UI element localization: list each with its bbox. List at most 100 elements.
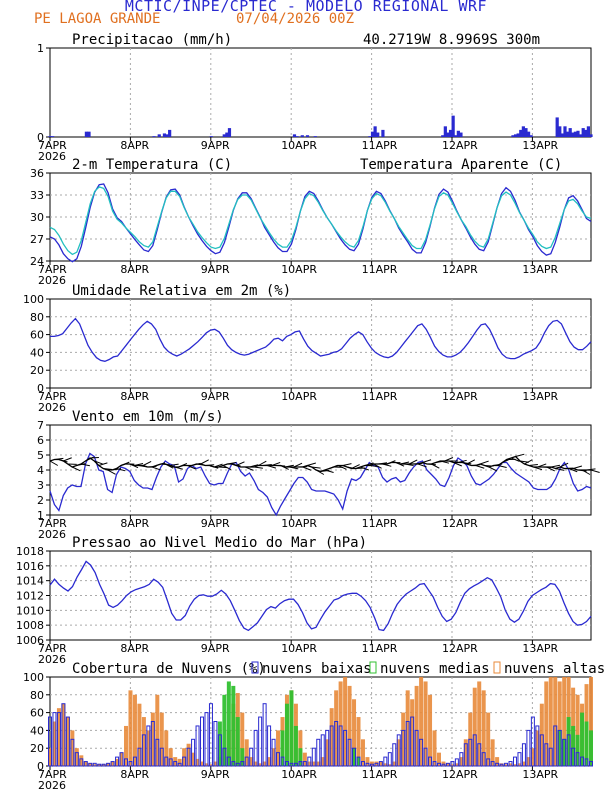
cloud-bar-altas <box>521 761 526 766</box>
cloud-bar-baixas <box>356 756 361 767</box>
cloud-bar-medias <box>231 685 236 766</box>
cloud-bar-altas <box>392 761 397 766</box>
x-tick-label: 7APR <box>38 642 67 655</box>
cloud-bar-baixas <box>298 761 303 767</box>
cloud-bar-baixas <box>566 734 571 767</box>
wind-arrow <box>107 469 116 475</box>
legend-label: nuvens baixas <box>262 661 372 677</box>
y-tick-label: 0 <box>37 760 44 773</box>
cloud-bar-altas <box>517 763 522 766</box>
cloud-bar-altas <box>150 712 155 766</box>
cloud-bar-baixas <box>311 747 316 767</box>
cloud-bar-altas <box>454 763 459 766</box>
wind-arrow <box>422 459 432 463</box>
cloud-bar-baixas <box>387 752 392 767</box>
cloud-bar-baixas <box>580 756 585 767</box>
cloud-bar-baixas <box>83 761 88 767</box>
precip-bar <box>519 129 523 137</box>
cloud-bar-altas <box>401 712 406 766</box>
precip-bar <box>568 128 572 137</box>
cloud-bar-medias <box>566 717 571 766</box>
y-tick-label: 100 <box>23 671 44 684</box>
cloud-bar-baixas <box>557 729 562 767</box>
wind-arrow <box>533 466 543 471</box>
cloud-bar-baixas <box>226 756 231 767</box>
wind-arrow <box>262 464 272 466</box>
precip-bar <box>560 133 564 137</box>
x-year-label: 2026 <box>38 274 66 287</box>
cloud-bar-baixas <box>499 763 504 767</box>
cloud-bar-altas <box>544 681 549 766</box>
x-tick-label: 12APR <box>442 642 478 655</box>
wind-arrow <box>71 466 81 472</box>
cloud-bar-baixas <box>231 761 236 767</box>
cloud-bar-altas <box>334 690 339 766</box>
wind-arrow <box>546 466 555 472</box>
y-tick-label: 1008 <box>16 619 44 632</box>
cloud-bar-altas <box>535 730 540 766</box>
cloud-bar-altas <box>530 748 535 766</box>
precip-bar <box>521 126 525 137</box>
wind-arrow <box>200 459 209 465</box>
x-tick-label: 10APR <box>281 642 317 655</box>
wind-arrow <box>174 466 184 470</box>
cloud-bar-altas <box>477 681 482 766</box>
cloud-bar-altas <box>119 752 124 766</box>
cloud-bar-medias <box>562 739 567 766</box>
cloud-bar-altas <box>208 764 213 766</box>
cloud-bar-altas <box>432 730 437 766</box>
cloud-bar-medias <box>575 734 580 766</box>
wind-arrow <box>222 465 232 471</box>
precip-bar <box>165 134 169 137</box>
wind-arrow <box>400 461 410 465</box>
cloud-bar-altas <box>204 763 209 766</box>
wind-arrow <box>324 469 334 473</box>
cloud-bar-altas <box>472 687 477 766</box>
cloud-bar-baixas <box>352 747 357 767</box>
cloud-bar-altas <box>325 739 330 766</box>
wind-arrow <box>54 457 64 460</box>
wind-arrow <box>386 460 396 465</box>
precip-bar <box>300 135 304 137</box>
wind-arrow <box>196 463 206 466</box>
cloud-bar-altas <box>276 730 281 766</box>
y-tick-label: 1 <box>37 42 44 55</box>
cloud-bar-baixas <box>271 738 276 767</box>
precip-bar <box>526 131 531 137</box>
y-tick-label: 40 <box>30 346 44 359</box>
y-tick-label: 6 <box>37 434 44 447</box>
cloud-bar-baixas <box>571 747 576 767</box>
cloud-bar-baixas <box>262 703 267 767</box>
y-tick-label: 1 <box>37 509 44 522</box>
cloud-bar-baixas <box>280 756 285 767</box>
wind-arrow <box>191 462 201 466</box>
cloud-bar-baixas <box>208 703 213 767</box>
cloud-bar-altas <box>302 752 307 766</box>
cloud-bar-baixas <box>48 716 52 767</box>
wind-arrow <box>378 462 388 465</box>
cloud-bar-altas <box>271 748 276 766</box>
cloud-bar-altas <box>244 739 249 766</box>
cloud-bar-altas <box>132 694 137 766</box>
cloud-bar-baixas <box>562 738 567 767</box>
cloud-bar-baixas <box>119 752 124 767</box>
cloud-bar-altas <box>360 739 365 766</box>
wind-arrow <box>98 462 108 466</box>
cloud-bar-baixas <box>419 738 424 767</box>
wind-arrow <box>488 466 498 472</box>
cloud-bar-medias <box>222 694 227 766</box>
x-tick-label: 10APR <box>281 768 317 781</box>
cloud-bar-altas <box>307 761 312 766</box>
wind-arrow <box>550 464 561 468</box>
wind-arrow <box>280 465 289 470</box>
cloud-bar-altas <box>329 708 334 766</box>
wind-arrow <box>151 466 161 471</box>
cloud-bar-baixas <box>137 747 142 767</box>
cloud-bar-baixas <box>410 716 415 767</box>
cloud-bar-baixas <box>240 761 245 767</box>
precip-bar <box>157 134 161 137</box>
precip-bar <box>456 130 460 137</box>
cloud-bar-baixas <box>92 762 97 767</box>
precip-bar <box>168 129 172 137</box>
